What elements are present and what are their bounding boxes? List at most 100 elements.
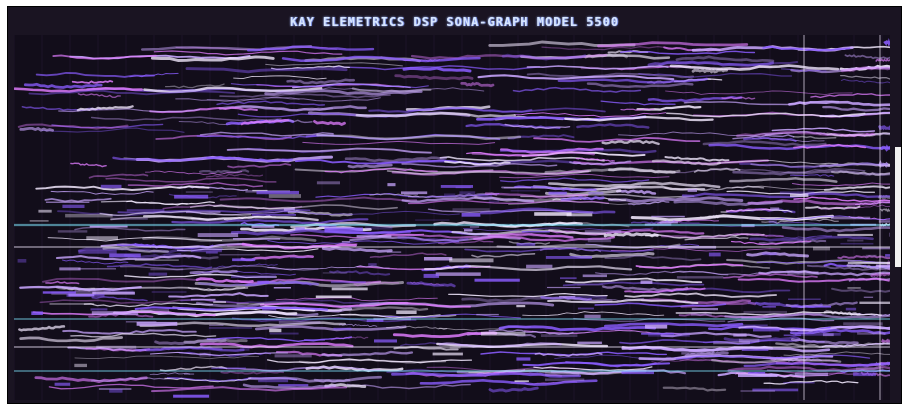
harmonic-streak	[315, 193, 500, 198]
energy-blob	[516, 243, 536, 246]
energy-blob	[516, 305, 526, 308]
harmonic-streak	[826, 131, 890, 137]
harmonic-streak	[143, 86, 323, 94]
harmonic-streak	[265, 62, 403, 67]
energy-blob	[78, 249, 117, 254]
energy-blob	[762, 252, 777, 256]
harmonic-streak	[368, 106, 533, 114]
harmonic-streak	[198, 169, 250, 174]
harmonic-streak	[793, 196, 890, 203]
harmonic-streak	[762, 45, 851, 52]
harmonic-streak	[195, 277, 254, 284]
harmonic-streak	[498, 325, 657, 332]
harmonic-streak	[615, 189, 657, 195]
harmonic-streak	[344, 156, 448, 163]
harmonic-streak	[151, 386, 348, 393]
energy-blob	[837, 233, 873, 236]
energy-blob	[157, 312, 196, 315]
energy-blob	[190, 218, 217, 220]
harmonic-streak	[501, 53, 587, 61]
harmonic-streak	[500, 177, 650, 183]
energy-blob	[213, 301, 226, 303]
harmonic-streak	[180, 298, 380, 305]
energy-blob	[545, 378, 585, 381]
spectrogram-plot	[14, 35, 890, 400]
harmonic-streak	[627, 200, 670, 206]
harmonic-streak	[730, 240, 812, 246]
energy-blob	[440, 185, 473, 188]
energy-blob	[855, 367, 884, 371]
energy-blob	[231, 275, 276, 278]
harmonic-streak	[673, 199, 783, 207]
harmonic-streak	[206, 336, 353, 343]
harmonic-streak	[153, 50, 343, 56]
harmonic-streak	[691, 68, 729, 74]
harmonic-streak	[19, 126, 54, 132]
energy-blob	[186, 211, 221, 214]
energy-blob	[322, 272, 348, 274]
harmonic-streak	[541, 45, 677, 51]
energy-blob	[125, 321, 157, 323]
harmonic-streak	[675, 311, 883, 316]
harmonic-streak	[504, 123, 571, 129]
energy-blob	[461, 213, 481, 217]
harmonic-streak	[451, 228, 606, 236]
harmonic-streak	[723, 273, 818, 279]
harmonic-streak	[423, 265, 633, 271]
energy-blob	[584, 230, 622, 234]
energy-blob	[91, 311, 139, 315]
energy-blob	[459, 191, 476, 195]
harmonic-streak	[117, 208, 311, 214]
energy-blob	[273, 287, 291, 289]
energy-blob	[190, 249, 222, 253]
harmonic-streak	[488, 386, 539, 393]
energy-blob	[78, 268, 116, 270]
energy-blob	[779, 191, 815, 195]
harmonic-streak	[651, 358, 740, 364]
energy-blob	[256, 190, 299, 195]
harmonic-streak	[386, 170, 592, 175]
harmonic-streak	[681, 192, 890, 199]
harmonic-streak	[268, 313, 441, 319]
harmonic-streak	[213, 263, 278, 269]
harmonic-streak	[793, 135, 837, 140]
harmonic-streak	[275, 297, 438, 302]
energy-blob	[366, 319, 384, 322]
harmonic-streak	[17, 123, 129, 130]
harmonic-streak	[618, 131, 783, 137]
energy-blob	[74, 363, 87, 368]
energy-blob	[681, 352, 714, 355]
energy-blob	[331, 287, 368, 291]
harmonic-streak	[818, 204, 890, 210]
energy-blob	[857, 332, 886, 335]
energy-blob	[664, 222, 700, 224]
energy-blob	[503, 187, 531, 189]
energy-blob	[304, 339, 325, 341]
energy-blob	[476, 313, 499, 316]
energy-blob	[548, 191, 567, 195]
harmonic-streak	[154, 338, 227, 345]
harmonic-streak	[787, 100, 890, 107]
energy-blob	[17, 259, 27, 263]
energy-blob	[452, 208, 490, 212]
harmonic-streak	[644, 233, 765, 239]
harmonic-streak	[739, 162, 889, 169]
harmonic-streak	[823, 185, 890, 191]
energy-blob	[488, 200, 500, 203]
harmonic-streak	[106, 263, 213, 270]
display-title: KAY ELEMETRICS DSP SONA-GRAPH MODEL 5500	[290, 15, 619, 29]
energy-blob	[315, 295, 352, 298]
energy-blob	[514, 380, 529, 382]
harmonic-streak	[406, 281, 456, 288]
energy-blob	[126, 209, 165, 212]
harmonic-streak	[76, 105, 134, 112]
harmonic-streak	[756, 259, 885, 265]
harmonic-streak	[171, 218, 369, 225]
spectrogram-canvas	[14, 35, 890, 400]
energy-blob	[232, 258, 256, 262]
energy-blob	[268, 194, 301, 198]
harmonic-streak	[242, 383, 337, 390]
harmonic-streak	[185, 67, 348, 74]
harmonic-streak	[737, 277, 890, 283]
